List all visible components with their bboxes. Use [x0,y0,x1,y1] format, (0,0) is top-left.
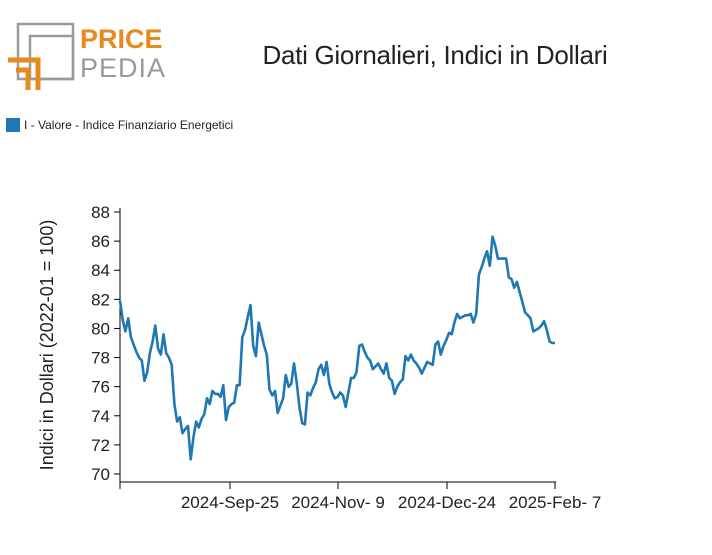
logo-mark: PRICE PEDIA [8,22,166,90]
x-tick-label: 2024-Dec-24 [398,493,496,512]
legend-swatch [6,118,20,132]
y-tick-label: 82 [91,290,110,309]
chart-title: Dati Giornalieri, Indici in Dollari [262,40,608,70]
logo-text-pedia: PEDIA [80,53,166,83]
x-tick-label: 2024-Nov- 9 [291,493,385,512]
y-tick-label: 76 [91,378,110,397]
logo-text-price: PRICE [80,24,163,54]
y-tick-label: 78 [91,349,110,368]
y-tick-label: 88 [91,203,110,222]
legend: I - Valore - Indice Finanziario Energeti… [6,118,233,132]
y-tick-label: 86 [91,232,110,251]
y-axis-label: Indici in Dollari (2022-01 = 100) [37,220,57,471]
x-tick-label: 2025-Feb- 7 [509,493,602,512]
series-line [118,235,555,461]
y-tick-label: 74 [91,407,110,426]
legend-label: I - Valore - Indice Finanziario Energeti… [24,118,234,132]
axes: 70 72 74 76 78 80 82 84 86 88 2024-Sep-25 2024-Nov-… [91,203,601,512]
pricepedia-logo: PRICE PEDIA [8,22,168,92]
y-tick-label: 84 [91,261,110,280]
y-tick-label: 80 [91,319,110,338]
y-tick-label: 70 [91,465,110,484]
x-tick-label: 2024-Sep-25 [181,493,279,512]
series-group [118,235,555,461]
y-tick-label: 72 [91,436,110,455]
